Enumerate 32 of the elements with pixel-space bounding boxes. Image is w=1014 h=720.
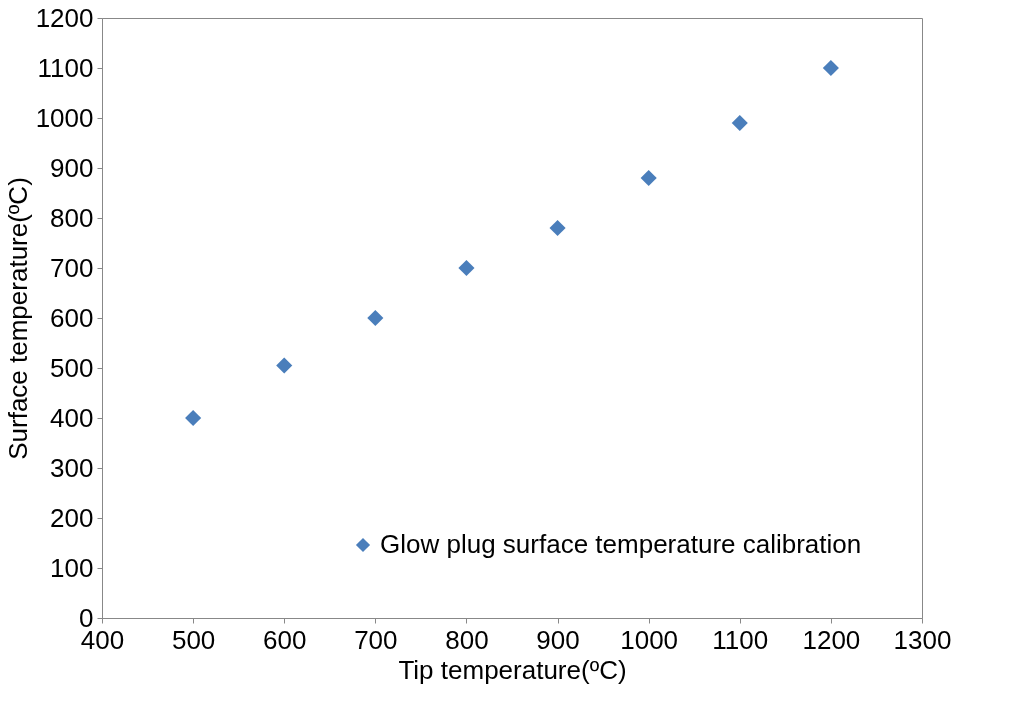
x-tick-label: 900 — [536, 624, 580, 655]
x-tick-label: 1200 — [802, 624, 861, 655]
x-tick-label: 500 — [171, 624, 216, 655]
point — [185, 409, 202, 427]
point — [549, 219, 566, 237]
y-tick-label: 600 — [50, 302, 94, 333]
y-tick-label: 900 — [50, 152, 94, 183]
point — [276, 357, 293, 374]
point — [731, 114, 748, 132]
y-tick-label: 1000 — [35, 102, 94, 133]
x-tick-label: 600 — [263, 624, 307, 655]
y-tick-label: 1100 — [37, 52, 94, 83]
y-tick-label: 400 — [50, 402, 94, 433]
x-axis-title: Tip temperature(ºC) — [398, 654, 627, 685]
x-tick-label: 800 — [445, 624, 489, 655]
y-tick-label: 1200 — [35, 2, 94, 33]
x-tick-label: 1100 — [712, 624, 769, 655]
x-tick-label: 700 — [354, 624, 398, 655]
y-tick-label: 300 — [50, 452, 94, 483]
point — [640, 169, 657, 187]
y-tick-label: 100 — [50, 552, 94, 583]
y-tick-label: 500 — [50, 352, 94, 383]
point — [367, 309, 384, 327]
y-tick-label: 700 — [50, 252, 94, 283]
y-tick-label: 800 — [50, 202, 94, 233]
legend-label: Glow plug surface temperature calibration — [380, 529, 862, 559]
y-axis-title: Surface temperature(ºC) — [2, 177, 33, 460]
y-tick-label: 200 — [50, 502, 94, 533]
x-tick-label: 1300 — [893, 624, 952, 655]
x-tick-label: 1000 — [620, 624, 679, 655]
point — [822, 59, 839, 77]
point — [458, 259, 475, 277]
